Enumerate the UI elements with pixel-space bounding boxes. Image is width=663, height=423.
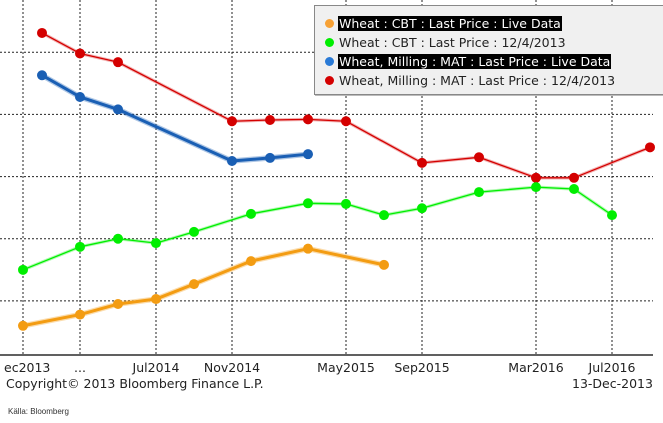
data-point[interactable]: [645, 142, 655, 153]
series-line: [41, 32, 651, 179]
data-point[interactable]: [379, 210, 389, 221]
data-point[interactable]: [37, 27, 47, 38]
legend-label: Wheat, Milling : MAT : Last Price : 12/4…: [339, 73, 616, 88]
data-point[interactable]: [474, 187, 484, 198]
data-point[interactable]: [227, 116, 237, 127]
data-point[interactable]: [303, 114, 313, 125]
series-1: [18, 182, 617, 275]
data-point[interactable]: [531, 172, 541, 183]
legend-item[interactable]: Wheat : CBT : Last Price : 12/4/2013: [325, 33, 567, 52]
series-line: [22, 186, 613, 271]
legend-dot-icon: [325, 76, 334, 85]
data-point[interactable]: [189, 226, 199, 237]
data-point[interactable]: [246, 208, 256, 219]
data-point[interactable]: [151, 238, 161, 249]
data-point[interactable]: [303, 243, 313, 254]
data-point[interactable]: [303, 198, 313, 209]
x-tick-label: ec2013: [4, 360, 50, 375]
x-tick-label: Jul2014: [132, 360, 180, 375]
data-point[interactable]: [37, 70, 47, 81]
x-tick-label: Jul2016: [588, 360, 636, 375]
series-2: [37, 70, 313, 167]
data-point[interactable]: [265, 152, 275, 163]
data-point[interactable]: [227, 156, 237, 167]
data-point[interactable]: [113, 299, 123, 310]
legend-item[interactable]: Wheat, Milling : MAT : Last Price : 12/4…: [325, 71, 616, 90]
data-point[interactable]: [303, 149, 313, 160]
data-point[interactable]: [474, 152, 484, 163]
chart: ec2013... Jul2014 Nov2014 May2015 Sep2015 Mar…: [0, 0, 655, 375]
data-point[interactable]: [531, 182, 541, 193]
data-point[interactable]: [379, 259, 389, 270]
x-tick-label: Nov2014: [204, 360, 260, 375]
data-point[interactable]: [113, 57, 123, 68]
data-point[interactable]: [189, 279, 199, 290]
source-note: Källa: Bloomberg: [8, 407, 69, 416]
legend: Wheat : CBT : Last Price : Live Data Whe…: [314, 5, 663, 95]
data-point[interactable]: [18, 320, 28, 331]
legend-item[interactable]: Wheat : CBT : Last Price : Live Data: [325, 14, 562, 33]
legend-label: Wheat : CBT : Last Price : Live Data: [338, 16, 562, 31]
data-point[interactable]: [417, 157, 427, 168]
series-3: [37, 27, 655, 183]
data-point[interactable]: [75, 48, 85, 59]
series-line: [41, 73, 309, 163]
data-point[interactable]: [75, 309, 85, 320]
chart-date: 13-Dec-2013: [572, 376, 653, 391]
legend-dot-icon: [325, 19, 334, 28]
data-point[interactable]: [417, 203, 427, 214]
legend-item[interactable]: Wheat, Milling : MAT : Last Price : Live…: [325, 52, 612, 71]
series-line-glow: [22, 185, 613, 272]
copyright-text: Copyright© 2013 Bloomberg Finance L.P.: [6, 376, 264, 391]
legend-dot-icon: [325, 38, 334, 47]
data-point[interactable]: [607, 210, 617, 221]
x-tick-label: Sep2015: [394, 360, 449, 375]
x-tick-label: May2015: [317, 360, 375, 375]
data-point[interactable]: [113, 233, 123, 244]
x-tick-labels: ec2013... Jul2014 Nov2014 May2015 Sep2015 Mar…: [4, 360, 635, 375]
series-0: [18, 243, 389, 331]
data-point[interactable]: [569, 172, 579, 183]
data-point[interactable]: [75, 241, 85, 252]
data-point[interactable]: [18, 264, 28, 275]
legend-dot-icon: [325, 57, 334, 66]
legend-label: Wheat, Milling : MAT : Last Price : Live…: [338, 54, 612, 69]
x-tick-label: ...: [74, 360, 86, 375]
data-point[interactable]: [569, 184, 579, 195]
data-point[interactable]: [113, 104, 123, 115]
legend-label: Wheat : CBT : Last Price : 12/4/2013: [339, 35, 566, 50]
data-point[interactable]: [341, 116, 351, 127]
data-point[interactable]: [151, 294, 161, 305]
data-point[interactable]: [75, 91, 85, 102]
series-line: [22, 247, 385, 328]
x-tick-label: Mar2016: [508, 360, 563, 375]
data-point[interactable]: [265, 114, 275, 125]
series-layer: [18, 27, 655, 331]
data-point[interactable]: [246, 256, 256, 267]
data-point[interactable]: [341, 198, 351, 209]
